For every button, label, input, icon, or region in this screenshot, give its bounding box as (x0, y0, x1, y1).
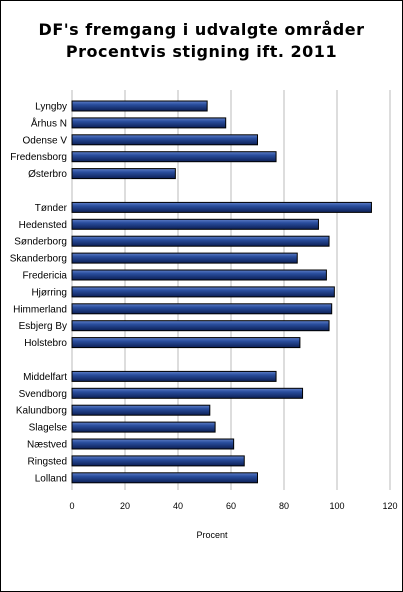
bar (71, 252, 298, 264)
bar (71, 472, 258, 484)
x-tick-label: 100 (329, 501, 344, 511)
x-tick-labels: 0 20 40 60 80 100 120 (69, 501, 397, 511)
bar (71, 100, 208, 112)
bar (71, 117, 227, 129)
category-labels: Lyngby Århus N Odense V Fredensborg Østerbro… (10, 102, 68, 485)
bar (71, 455, 245, 467)
bar (71, 404, 211, 416)
category-label: Næstved (27, 440, 67, 451)
bar (71, 269, 327, 281)
bar (71, 303, 333, 315)
bar (71, 218, 319, 230)
category-label: Østerbro (28, 169, 67, 180)
category-label: Tønder (35, 203, 68, 214)
category-label: Sønderborg (14, 237, 67, 248)
category-label: Skanderborg (10, 254, 67, 265)
category-label: Middelfart (23, 372, 67, 383)
bar (71, 168, 176, 180)
category-label: Århus N (31, 116, 67, 129)
category-label: Lolland (35, 473, 67, 484)
category-label: Hjørring (31, 287, 67, 298)
bar (71, 151, 277, 163)
category-label: Esbjerg By (19, 321, 67, 332)
x-tick-label: 0 (69, 501, 74, 511)
bar (71, 201, 372, 213)
x-tick-label: 40 (173, 501, 183, 511)
bars (71, 100, 372, 484)
category-label: Fredericia (23, 271, 68, 282)
category-label: Odense V (23, 135, 68, 146)
bar (71, 320, 330, 332)
category-label: Holstebro (24, 338, 67, 349)
chart-title: DF's fremgang i udvalgte områder (38, 20, 365, 39)
category-label: Ringsted (28, 456, 67, 467)
category-label: Slagelse (29, 423, 68, 434)
x-axis-label: Procent (196, 530, 228, 540)
bar (71, 286, 335, 298)
bar (71, 370, 277, 382)
x-tick-label: 20 (120, 501, 130, 511)
category-label: Kalundborg (16, 406, 67, 417)
x-tick-label: 120 (382, 501, 397, 511)
x-tick-label: 80 (279, 501, 289, 511)
category-label: Fredensborg (10, 152, 67, 163)
category-label: Lyngby (35, 102, 67, 113)
bar (71, 134, 258, 146)
bar (71, 235, 330, 247)
bar (71, 438, 235, 450)
category-label: Himmerland (13, 304, 67, 315)
chart-subtitle: Procentvis stigning ift. 2011 (65, 42, 338, 61)
bar (71, 337, 301, 349)
category-label: Hedensted (19, 220, 67, 231)
bar (71, 421, 216, 433)
x-tick-label: 60 (226, 501, 236, 511)
category-label: Svendborg (19, 389, 67, 400)
bar (71, 387, 304, 399)
